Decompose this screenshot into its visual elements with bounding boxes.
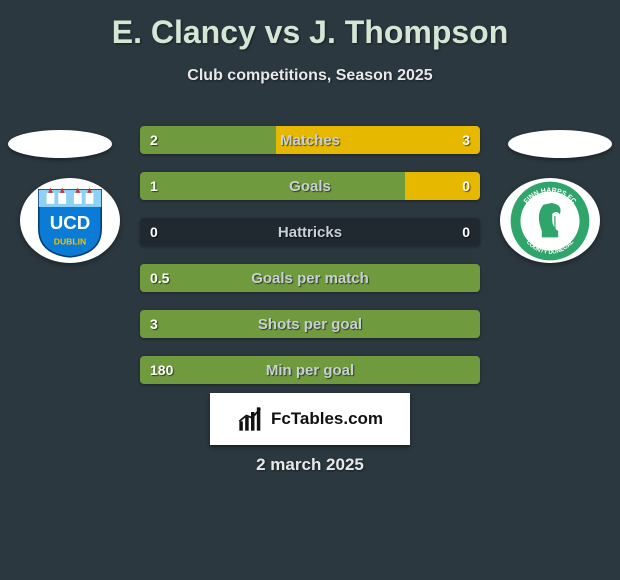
stat-value-right: 0 [462, 218, 470, 246]
stat-value-left: 0.5 [150, 264, 169, 292]
stat-bar-left [140, 310, 480, 338]
team-crest-right: FINN HARPS FC COUNTY DONEGAL [500, 178, 600, 263]
brand-chart-icon [237, 405, 265, 433]
stat-value-left: 2 [150, 126, 158, 154]
stat-bar-left [140, 172, 405, 200]
stat-row: 00Hattricks [140, 218, 480, 246]
stat-bars: 23Matches10Goals00Hattricks0.5Goals per … [140, 126, 480, 402]
stat-value-right: 3 [462, 126, 470, 154]
stat-value-left: 1 [150, 172, 158, 200]
page-title: E. Clancy vs J. Thompson [0, 0, 620, 51]
stat-row: 180Min per goal [140, 356, 480, 384]
stat-bar-left [140, 264, 480, 292]
stat-row: 23Matches [140, 126, 480, 154]
date-label: 2 march 2025 [0, 455, 620, 475]
stat-value-left: 0 [150, 218, 158, 246]
stat-row: 3Shots per goal [140, 310, 480, 338]
ucd-crest-icon: UCD DUBLIN [26, 182, 114, 260]
crest-shadow-left [8, 130, 112, 158]
brand-text: FcTables.com [271, 409, 383, 429]
svg-text:DUBLIN: DUBLIN [54, 236, 86, 246]
crest-shadow-right [508, 130, 612, 158]
team-crest-left: UCD DUBLIN [20, 178, 120, 263]
stat-row: 10Goals [140, 172, 480, 200]
svg-text:UCD: UCD [50, 211, 91, 232]
stat-value-left: 3 [150, 310, 158, 338]
stat-row: 0.5Goals per match [140, 264, 480, 292]
stat-value-right: 0 [462, 172, 470, 200]
stat-bar-right [276, 126, 480, 154]
stat-bar-left [140, 356, 480, 384]
brand-box: FcTables.com [210, 393, 410, 445]
page-subtitle: Club competitions, Season 2025 [0, 67, 620, 85]
stat-bar-left [140, 126, 276, 154]
stat-value-left: 180 [150, 356, 173, 384]
finn-harps-crest-icon: FINN HARPS FC COUNTY DONEGAL [504, 180, 596, 262]
